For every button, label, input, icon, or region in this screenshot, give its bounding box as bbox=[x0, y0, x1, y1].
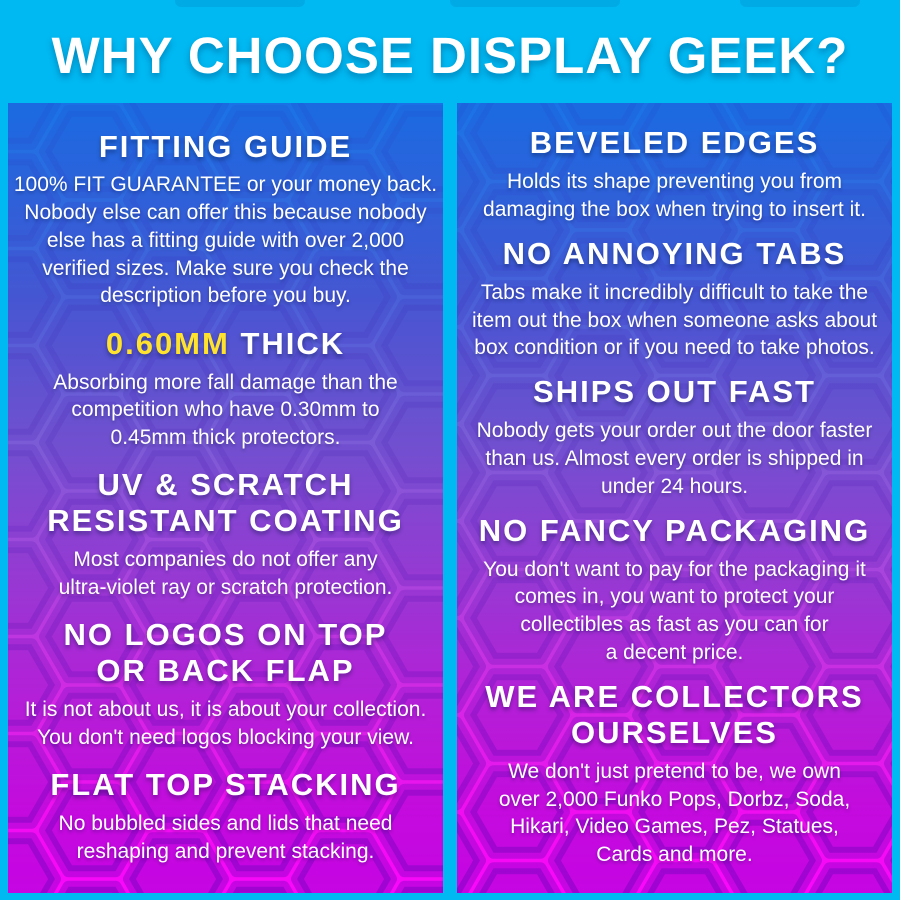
heading-no-logos: NO LOGOS ON TOP OR BACK FLAP bbox=[63, 617, 388, 689]
heading-ships-fast: SHIPS OUT FAST bbox=[533, 374, 816, 410]
heading-no-packaging: NO FANCY PACKAGING bbox=[478, 512, 871, 548]
body-flat-top: No bubbled sides and lids that need resh… bbox=[58, 811, 393, 863]
thickness-value-highlight: 0.60MM bbox=[105, 325, 230, 361]
page-title: WHY CHOOSE DISPLAY GEEK? bbox=[51, 27, 849, 84]
heading-fitting-guide: FITTING GUIDE bbox=[98, 128, 353, 164]
section-no-tabs: NO ANNOYING TABS Tabs make it incredibly… bbox=[461, 236, 888, 362]
hexagon-pattern bbox=[457, 103, 892, 893]
body-beveled-edges: Holds its shape preventing you from dama… bbox=[483, 170, 866, 221]
section-collectors: WE ARE COLLECTORS OURSELVES We don't jus… bbox=[461, 679, 888, 869]
heading-thickness-rest: THICK bbox=[229, 325, 346, 361]
body-fitting-guide: 100% FIT GUARANTEE or your money back. N… bbox=[13, 173, 438, 308]
body-no-logos: It is not about us, it is about your col… bbox=[24, 698, 427, 749]
body-ships-fast: Nobody gets your order out the door fast… bbox=[476, 419, 873, 498]
section-thickness: 0.60MM THICK Absorbing more fall damage … bbox=[12, 326, 439, 452]
heading-no-tabs: NO ANNOYING TABS bbox=[502, 235, 847, 271]
heading-flat-top: FLAT TOP STACKING bbox=[50, 767, 401, 802]
left-panel-content: FITTING GUIDE 100% FIT GUARANTEE or your… bbox=[8, 103, 443, 893]
right-panel: BEVELED EDGES Holds its shape preventing… bbox=[457, 103, 892, 893]
section-no-packaging: NO FANCY PACKAGING You don't want to pay… bbox=[461, 513, 888, 667]
section-uv-coating: UV & SCRATCH RESISTANT COATING Most comp… bbox=[12, 467, 439, 601]
body-uv-coating: Most companies do not offer any ultra-vi… bbox=[58, 548, 393, 599]
banner-pattern-fragment bbox=[175, 0, 305, 7]
banner-pattern-fragment bbox=[740, 0, 860, 7]
section-flat-top: FLAT TOP STACKING No bubbled sides and l… bbox=[12, 767, 439, 865]
heading-thickness: 0.60MM THICK bbox=[12, 326, 439, 362]
section-beveled-edges: BEVELED EDGES Holds its shape preventing… bbox=[461, 125, 888, 223]
body-no-tabs: Tabs make it incredibly difficult to tak… bbox=[471, 280, 878, 360]
top-banner: WHY CHOOSE DISPLAY GEEK? bbox=[0, 0, 900, 103]
heading-collectors: WE ARE COLLECTORS OURSELVES bbox=[485, 678, 864, 750]
body-no-packaging: You don't want to pay for the packaging … bbox=[483, 557, 866, 664]
left-panel: FITTING GUIDE 100% FIT GUARANTEE or your… bbox=[8, 103, 443, 893]
banner-pattern-fragment bbox=[450, 0, 620, 7]
body-thickness: Absorbing more fall damage than the comp… bbox=[53, 370, 398, 449]
section-fitting-guide: FITTING GUIDE 100% FIT GUARANTEE or your… bbox=[12, 129, 439, 311]
heading-beveled-edges: BEVELED EDGES bbox=[529, 125, 820, 161]
hexagon-pattern bbox=[8, 103, 443, 893]
section-ships-fast: SHIPS OUT FAST Nobody gets your order ou… bbox=[461, 374, 888, 500]
body-collectors: We don't just pretend to be, we own over… bbox=[498, 759, 851, 866]
right-panel-content: BEVELED EDGES Holds its shape preventing… bbox=[457, 103, 892, 893]
heading-uv-coating: UV & SCRATCH RESISTANT COATING bbox=[47, 467, 404, 539]
section-no-logos: NO LOGOS ON TOP OR BACK FLAP It is not a… bbox=[12, 617, 439, 751]
two-column-layout: FITTING GUIDE 100% FIT GUARANTEE or your… bbox=[8, 103, 892, 893]
